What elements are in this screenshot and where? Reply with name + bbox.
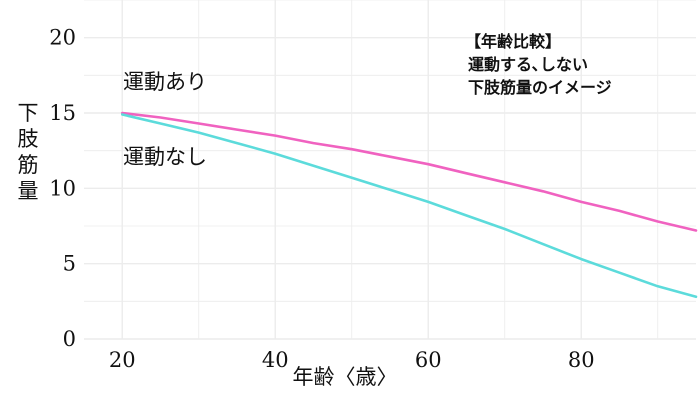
annotation-line-1: 【年齢比較】 [465,32,561,51]
tick-labels: 20 40 60 80 0 5 10 15 20 [49,26,594,373]
x-tick-label: 80 [568,348,595,372]
series-lines [121,111,698,299]
grid [84,0,696,340]
annotation-box: 【年齢比較】 運動する､しない 下肢筋量のイメージ [465,32,612,97]
y-tick-label: 5 [63,252,76,276]
series-label-no-exercise: 運動なし [123,145,207,169]
x-tick-label: 20 [109,348,136,372]
y-axis-title: 下肢筋量 [18,101,39,203]
series-line-exercise [121,111,698,232]
series-line-no-exercise [121,113,698,299]
x-axis-title: 年齢〈歳〉 [293,365,398,389]
y-tick-label: 10 [49,176,76,200]
plot-panel [84,0,696,339]
annotation-line-3: 下肢筋量のイメージ [468,78,612,97]
y-tick-label: 0 [63,327,76,351]
x-tick-label: 40 [262,348,289,372]
annotation-line-2: 運動する､しない [468,55,588,74]
y-tick-label: 20 [49,26,76,50]
series-label-exercise: 運動あり [123,70,207,94]
y-tick-label: 15 [49,101,76,125]
x-tick-label: 60 [415,348,442,372]
